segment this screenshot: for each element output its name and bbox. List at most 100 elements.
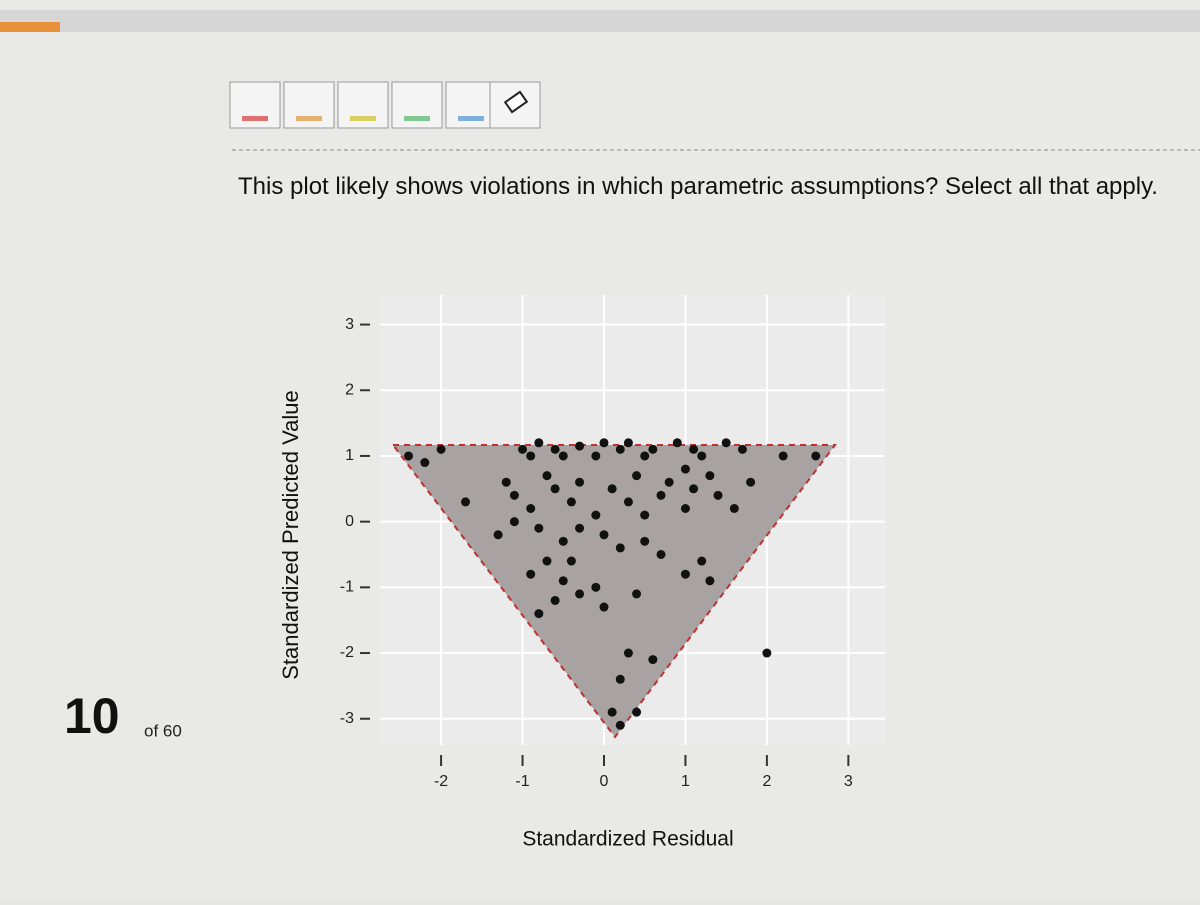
point	[680, 504, 690, 514]
point	[746, 477, 756, 487]
point	[501, 477, 511, 487]
point	[705, 471, 715, 481]
progress-accent	[0, 22, 60, 32]
point	[689, 444, 699, 454]
pen-color	[404, 116, 430, 121]
point	[697, 556, 707, 566]
point	[729, 504, 739, 514]
point	[632, 471, 642, 481]
point	[672, 438, 682, 448]
point	[526, 569, 536, 579]
y-axis-title: Standardized Predicted Value	[278, 390, 303, 679]
point	[713, 490, 723, 500]
point	[648, 444, 658, 454]
point	[558, 451, 568, 461]
y-tick-label: -2	[340, 644, 354, 661]
point	[615, 444, 625, 454]
point	[680, 464, 690, 474]
y-tick-label: 1	[345, 447, 354, 464]
x-tick-label: 1	[681, 773, 690, 790]
point	[737, 444, 747, 454]
point	[811, 451, 821, 461]
marks	[404, 438, 821, 730]
y-tick-label: 3	[345, 316, 354, 333]
point	[778, 451, 788, 461]
pen-orange[interactable]	[283, 81, 335, 129]
point	[591, 510, 601, 520]
point	[591, 451, 601, 461]
pen-green[interactable]	[391, 81, 443, 129]
point	[575, 477, 585, 487]
point	[640, 510, 650, 520]
point	[689, 484, 699, 494]
point	[575, 589, 585, 599]
point	[656, 490, 666, 500]
point	[623, 648, 633, 658]
pen-red[interactable]	[229, 81, 281, 129]
pen-color	[296, 116, 322, 121]
y-tick-label: -3	[340, 710, 354, 727]
x-tick-label: -1	[515, 773, 529, 790]
point	[680, 569, 690, 579]
point	[632, 707, 642, 717]
toolbar	[229, 81, 541, 129]
point	[558, 536, 568, 546]
point	[534, 609, 544, 619]
point	[566, 497, 576, 507]
pen-color	[458, 116, 484, 121]
pen-yellow[interactable]	[337, 81, 389, 129]
question-box: This plot likely shows violations in whi…	[238, 173, 1158, 200]
point	[461, 497, 471, 507]
x-tick-label: 3	[844, 773, 853, 790]
pen-color	[350, 116, 376, 121]
point	[648, 655, 658, 665]
x-tick-label: -2	[434, 773, 448, 790]
pen-blue[interactable]	[445, 81, 497, 129]
point	[656, 549, 666, 559]
x-tick-label: 2	[762, 773, 771, 790]
point	[550, 444, 560, 454]
point	[542, 471, 552, 481]
point	[721, 438, 731, 448]
point	[705, 576, 715, 586]
question-total: of 60	[144, 721, 182, 740]
point	[615, 720, 625, 730]
point	[550, 484, 560, 494]
point	[534, 523, 544, 533]
point	[509, 517, 519, 527]
point	[615, 543, 625, 553]
point	[493, 530, 503, 540]
point	[550, 595, 560, 605]
point	[599, 602, 609, 612]
point	[542, 556, 552, 566]
point	[607, 484, 617, 494]
region	[390, 444, 838, 739]
point	[575, 441, 585, 451]
eraser-icon	[503, 90, 529, 114]
point	[599, 438, 609, 448]
question-text: This plot likely shows violations in whi…	[238, 173, 1158, 200]
point	[607, 707, 617, 717]
point	[566, 556, 576, 566]
point	[615, 674, 625, 684]
pen-color	[242, 116, 268, 121]
point	[623, 497, 633, 507]
point	[640, 451, 650, 461]
y-tick-label: 0	[345, 513, 354, 530]
point	[623, 438, 633, 448]
point	[436, 444, 446, 454]
point	[526, 451, 536, 461]
question-number: 10	[64, 688, 120, 744]
point	[591, 582, 601, 592]
point	[632, 589, 642, 599]
point	[599, 530, 609, 540]
point	[558, 576, 568, 586]
point	[404, 451, 414, 461]
point	[420, 458, 430, 468]
point	[575, 523, 585, 533]
top-bar	[0, 10, 1200, 32]
point	[518, 444, 528, 454]
point	[526, 504, 536, 514]
x-tick-label: 0	[600, 773, 609, 790]
